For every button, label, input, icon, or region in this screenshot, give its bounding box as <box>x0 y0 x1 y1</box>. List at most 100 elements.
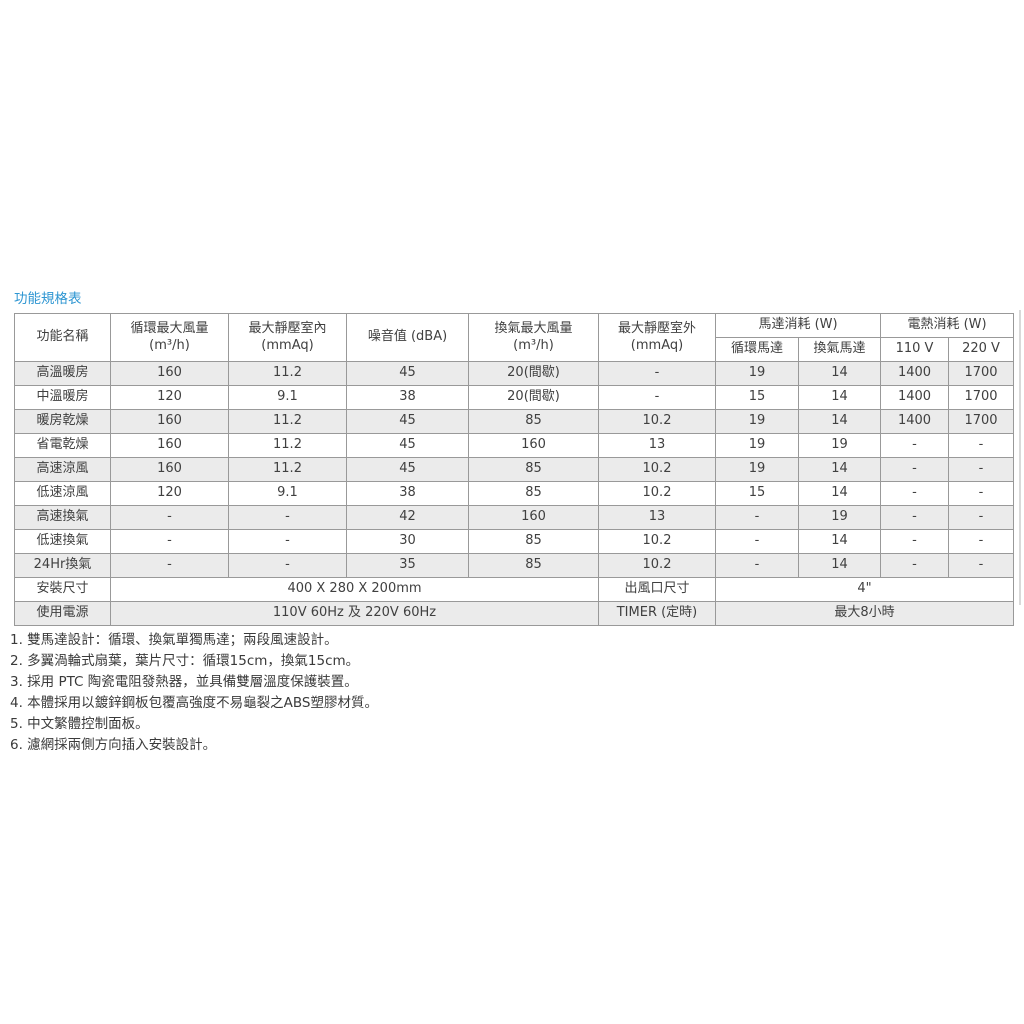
value-cell: 110V 60Hz 及 220V 60Hz <box>110 601 599 626</box>
col-header-ventilation-airflow: 換氣最大風量 (m³/h) <box>468 313 599 362</box>
footnote: 4. 本體採用以鍍鋅鋼板包覆高強度不易龜裂之ABS塑膠材質。 <box>10 695 378 712</box>
value-cell: 14 <box>797 409 882 434</box>
value-cell: 160 <box>110 433 229 458</box>
value-cell: 160 <box>468 433 599 458</box>
col-header-motor-circulation: 循環馬達 <box>715 337 799 362</box>
table-row: 中溫暖房 120 9.1 38 20(間歇) -15 14 1400 1700 <box>14 385 1015 410</box>
value-cell: - <box>228 553 347 578</box>
value-cell: 最大8小時 <box>714 601 1015 626</box>
value-cell: 11.2 <box>228 409 347 434</box>
value-cell: - <box>948 553 1015 578</box>
value-cell: 45 <box>346 457 469 482</box>
value-cell: 11.2 <box>228 361 347 386</box>
table-row: 使用電源 110V 60Hz 及 220V 60Hz TIMER (定時) 最大8小時 <box>14 601 1015 626</box>
value-cell: 20(間歇) <box>468 385 599 410</box>
spec-table-body: 高溫暖房 160 11.2 45 20(間歇) -19 14 1400 1700 中溫暖房 120 9… <box>14 361 1015 626</box>
value-cell: 14 <box>797 529 882 554</box>
value-cell: - <box>880 457 950 482</box>
header-row-top: 功能名稱 循環最大風量 (m³/h) 最大靜壓室內 (mmAq) 噪音值 (dB… <box>14 313 1015 362</box>
value-cell: TIMER (定時) <box>598 601 716 626</box>
value-cell: - <box>598 385 716 410</box>
value-cell: - <box>110 505 229 530</box>
value-cell: 19 <box>715 409 799 434</box>
value-cell: 10.2 <box>598 481 716 506</box>
value-cell: 160 <box>110 409 229 434</box>
value-cell: - <box>228 529 347 554</box>
value-cell: 38 <box>346 385 469 410</box>
value-cell: - <box>715 529 799 554</box>
value-cell: 14 <box>797 553 882 578</box>
value-cell: 35 <box>346 553 469 578</box>
footnote: 5. 中文繁體控制面板。 <box>10 716 149 733</box>
value-cell: 9.1 <box>228 385 347 410</box>
header-row-sub: 循環馬達 換氣馬達 110 V 220 V <box>15 337 1015 362</box>
value-cell: 160 <box>110 457 229 482</box>
row-label-cell: 24Hr換氣 <box>14 553 111 578</box>
value-cell: 1400 <box>880 361 950 386</box>
spec-section: 功能規格表 功能名稱 循環最大風量 (m³/h) 最大靜壓室內 (mmAq) 噪… <box>10 287 1015 756</box>
value-cell: - <box>110 529 229 554</box>
row-label-cell: 中溫暖房 <box>14 385 111 410</box>
page-edge-divider <box>1019 310 1021 605</box>
value-cell: 85 <box>468 409 599 434</box>
value-cell: - <box>880 505 950 530</box>
table-row: 暖房乾燥 160 11.2 45 85 10.2 19 14 1400 1700 <box>14 409 1015 434</box>
table-row: 低速換氣 - -30 85 10.2-14- - <box>14 529 1015 554</box>
value-cell: 14 <box>797 457 882 482</box>
value-cell: - <box>948 433 1015 458</box>
value-cell: 15 <box>715 481 799 506</box>
footnote: 3. 採用 PTC 陶瓷電阻發熱器，並具備雙層溫度保護裝置。 <box>10 674 358 691</box>
value-cell: 1400 <box>880 409 950 434</box>
value-cell: - <box>880 481 950 506</box>
value-cell: 9.1 <box>228 481 347 506</box>
table-row: 安裝尺寸 400 X 280 X 200mm 出風口尺寸 4" <box>14 577 1015 602</box>
value-cell: 1700 <box>948 385 1015 410</box>
footnote: 6. 濾網採兩側方向插入安裝設計。 <box>10 737 217 754</box>
value-cell: 10.2 <box>598 457 716 482</box>
value-cell: 45 <box>346 409 469 434</box>
value-cell: 42 <box>346 505 469 530</box>
col-header-motor-ventilation: 換氣馬達 <box>797 337 882 362</box>
row-label-cell: 高速換氣 <box>14 505 111 530</box>
value-cell: 11.2 <box>228 433 347 458</box>
value-cell: - <box>598 361 716 386</box>
value-cell: 19 <box>715 361 799 386</box>
footnote: 1. 雙馬達設計：循環、換氣單獨馬達；兩段風速設計。 <box>10 632 338 648</box>
table-row: 高速換氣 - -42 160 13-19- - <box>14 505 1015 530</box>
value-cell: 85 <box>468 481 599 506</box>
row-label-cell: 低速換氣 <box>14 529 111 554</box>
value-cell: 14 <box>797 481 882 506</box>
row-label-cell: 暖房乾燥 <box>14 409 111 434</box>
value-cell: 19 <box>715 457 799 482</box>
value-cell: 10.2 <box>598 553 716 578</box>
col-header-circulation-airflow: 循環最大風量 (m³/h) <box>110 313 229 362</box>
value-cell: 85 <box>468 553 599 578</box>
col-header-motor-consumption-group: 馬達消耗 (W) <box>714 313 882 338</box>
table-row: 24Hr換氣 - -35 85 10.2-14- - <box>14 553 1015 578</box>
value-cell: 160 <box>468 505 599 530</box>
row-label-cell: 安裝尺寸 <box>14 577 111 602</box>
value-cell: - <box>880 529 950 554</box>
col-header-function-name: 功能名稱 <box>14 313 111 362</box>
row-label-cell: 低速涼風 <box>14 481 111 506</box>
value-cell: 15 <box>715 385 799 410</box>
value-cell: 19 <box>797 505 882 530</box>
value-cell: 10.2 <box>598 529 716 554</box>
value-cell: 13 <box>598 433 716 458</box>
row-label-cell: 高溫暖房 <box>14 361 111 386</box>
value-cell: 30 <box>346 529 469 554</box>
row-label-cell: 省電乾燥 <box>14 433 111 458</box>
value-cell: - <box>948 481 1015 506</box>
value-cell: 14 <box>797 385 882 410</box>
value-cell: - <box>948 505 1015 530</box>
value-cell: 14 <box>797 361 882 386</box>
value-cell: 出風口尺寸 <box>598 577 716 602</box>
row-label-cell: 使用電源 <box>14 601 111 626</box>
value-cell: 13 <box>598 505 716 530</box>
table-row: 高溫暖房 160 11.2 45 20(間歇) -19 14 1400 1700 <box>14 361 1015 386</box>
value-cell: 85 <box>468 529 599 554</box>
value-cell: 85 <box>468 457 599 482</box>
footnotes-list: 1. 雙馬達設計：循環、換氣單獨馬達；兩段風速設計。 2. 多翼渦輪式扇葉，葉片… <box>10 630 1014 756</box>
table-row: 低速涼風 120 9.1 38 85 10.2 15 14- - <box>14 481 1015 506</box>
footnote: 2. 多翼渦輪式扇葉，葉片尺寸：循環15cm，換氣15cm。 <box>10 653 360 670</box>
